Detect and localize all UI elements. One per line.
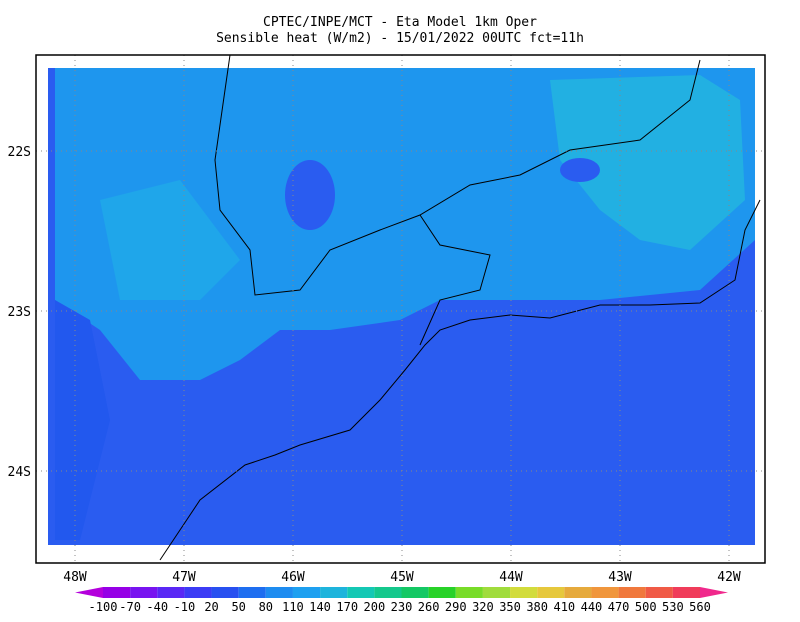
colorbar-label: -40 — [146, 600, 168, 614]
colorbar-label: 440 — [581, 600, 603, 614]
colorbar-label: -100 — [89, 600, 118, 614]
state-border — [419, 214, 491, 346]
lon-label: 42W — [717, 570, 741, 585]
field-region — [560, 158, 600, 182]
colorbar-box — [347, 587, 375, 598]
colorbar-box — [428, 587, 456, 598]
colorbar-box — [320, 587, 348, 598]
colorbar-box — [455, 587, 483, 598]
colorbar-box — [591, 587, 619, 598]
colorbar-box — [645, 587, 673, 598]
colorbar-box — [103, 587, 131, 598]
colorbar-triangle — [75, 587, 103, 598]
colorbar-box — [537, 587, 565, 598]
lat-label: 23S — [8, 305, 31, 320]
colorbar-label: 410 — [553, 600, 575, 614]
lon-label: 43W — [608, 570, 632, 585]
colorbar-label: -10 — [174, 600, 196, 614]
colorbar-box — [157, 587, 185, 598]
field-region — [285, 160, 335, 230]
lat-label: 22S — [8, 145, 31, 160]
colorbar: -100 -70 -40 -10 20 50 80 110 140 170 200 230 260 290… — [75, 587, 728, 614]
colorbar-box — [482, 587, 511, 598]
colorbar-label: 170 — [336, 600, 358, 614]
colorbar-box — [292, 587, 321, 598]
colorbar-box — [618, 587, 646, 598]
colorbar-triangle — [700, 587, 728, 598]
coastline — [159, 199, 761, 561]
colorbar-label: 380 — [526, 600, 548, 614]
field-region — [55, 300, 110, 540]
colorbar-label: 470 — [608, 600, 630, 614]
colorbar-box — [401, 587, 429, 598]
colorbar-label: 500 — [635, 600, 657, 614]
colorbar-box — [564, 587, 592, 598]
colorbar-label: 230 — [391, 600, 413, 614]
state-border — [214, 54, 701, 296]
lon-label: 45W — [390, 570, 414, 585]
colorbar-label: 20 — [204, 600, 218, 614]
lon-label: 48W — [63, 570, 87, 585]
colorbar-label: 530 — [662, 600, 684, 614]
lat-label: 24S — [8, 465, 31, 480]
lon-label: 46W — [281, 570, 305, 585]
colorbar-box — [265, 587, 293, 598]
colorbar-label: 110 — [282, 600, 304, 614]
field-region — [100, 180, 240, 300]
colorbar-label: 350 — [499, 600, 521, 614]
lon-label: 47W — [172, 570, 196, 585]
colorbar-box — [374, 587, 402, 598]
colorbar-label: 200 — [364, 600, 386, 614]
colorbar-label: -70 — [119, 600, 141, 614]
colorbar-label: 260 — [418, 600, 440, 614]
colorbar-label: 80 — [259, 600, 273, 614]
lon-label: 44W — [499, 570, 523, 585]
colorbar-label: 320 — [472, 600, 494, 614]
colorbar-label: 560 — [689, 600, 711, 614]
title-line: Sensible heat (W/m2) - 15/01/2022 00UTC … — [216, 31, 584, 46]
colorbar-label: 290 — [445, 600, 467, 614]
colorbar-box — [211, 587, 239, 598]
colorbar-label: 140 — [309, 600, 331, 614]
colorbar-box — [672, 587, 700, 598]
colorbar-label: 50 — [231, 600, 245, 614]
colorbar-box — [184, 587, 212, 598]
axis-labels: 48W 47W 46W 45W 44W 43W 42W 22S 23S 24S — [8, 145, 741, 585]
title-line: CPTEC/INPE/MCT - Eta Model 1km Oper — [263, 15, 537, 30]
colorbar-box — [510, 587, 538, 598]
colorbar-box — [238, 587, 266, 598]
field-region — [550, 75, 745, 250]
frame — [35, 54, 766, 564]
colorbar-box — [130, 587, 158, 598]
